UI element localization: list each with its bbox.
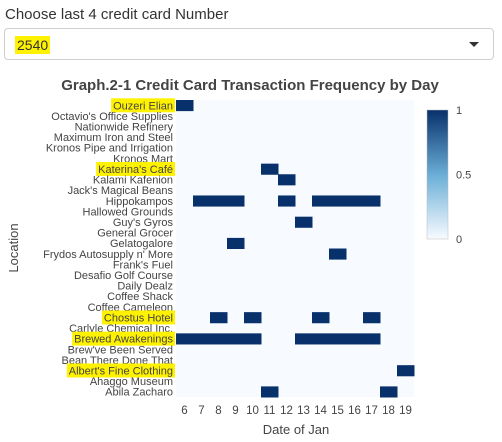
plot-area: [176, 100, 414, 397]
heatmap-cell: [278, 195, 296, 207]
x-axis-tick-labels: 6 7 8 9 10 11 12 13 14 15 16 17 18 19: [181, 405, 412, 417]
y-tick-label: Albert's Fine Clothing: [69, 365, 173, 377]
heatmap-cell: [329, 195, 347, 207]
heatmap-cell: [380, 386, 398, 398]
chart-title: Graph.2-1 Credit Card Transaction Freque…: [61, 77, 439, 94]
card-select-label: Choose last 4 credit card Number: [5, 6, 229, 23]
heatmap-cell: [329, 248, 347, 260]
label-highlight: [96, 161, 175, 176]
y-tick-label: Guy's Gyros: [113, 217, 174, 229]
heatmap-cell: [193, 195, 211, 207]
x-tick-label: 11: [264, 405, 276, 417]
caret-down-icon: [469, 42, 479, 47]
x-axis-title: Date of Jan: [263, 422, 330, 437]
y-tick-label: Brewed Awakenings: [74, 334, 173, 346]
label-highlight: [101, 310, 175, 325]
heatmap-cell: [244, 333, 262, 345]
label-highlight: [111, 98, 175, 113]
y-tick-label: Kalami Kafenion: [93, 175, 173, 187]
heatmap-cell: [261, 386, 279, 398]
y-tick-label: Gelatogalore: [110, 238, 173, 250]
x-tick-label: 19: [399, 405, 412, 417]
colorbar-tick-label: 1: [456, 105, 462, 117]
heatmap-cell: [312, 312, 330, 324]
x-tick-label: 8: [215, 405, 221, 417]
colorbar: [426, 109, 449, 240]
heatmap-cell: [193, 333, 211, 345]
y-tick-label: Daily Dealz: [117, 281, 173, 293]
y-tick-label: Kronos Pipe and Irrigation: [46, 143, 173, 155]
x-tick-label: 16: [348, 405, 361, 417]
y-tick-label: Coffee Shack: [107, 291, 173, 303]
y-tick-label: Desafio Golf Course: [74, 270, 173, 282]
x-tick-label: 18: [382, 405, 395, 417]
x-tick-label: 13: [297, 405, 310, 417]
heatmap-cell: [329, 333, 347, 345]
heatmap-cell: [227, 333, 245, 345]
y-tick-label: Frank's Fuel: [113, 259, 173, 271]
colorbar-tick-label: 0.5: [456, 170, 471, 182]
x-tick-label: 15: [331, 405, 344, 417]
x-tick-label: 10: [246, 405, 259, 417]
y-tick-label: Hippokampos: [106, 196, 174, 208]
card-number-value: 2540: [15, 36, 51, 54]
y-tick-label: Jack's Magical Beans: [68, 185, 174, 197]
y-tick-label: Frydos Autosupply n' More: [43, 249, 173, 261]
y-tick-label: Octavio's Office Supplies: [51, 111, 173, 123]
heatmap-cell: [244, 312, 262, 324]
heatmap-cell: [312, 195, 330, 207]
colorbar-ticks: 00.51: [456, 105, 471, 246]
y-tick-label: Hallowed Grounds: [83, 206, 174, 218]
y-tick-label: Brew've Been Served: [68, 344, 173, 356]
heatmap-cell: [346, 195, 364, 207]
y-tick-label: General Grocer: [97, 228, 173, 240]
heatmap-cell: [295, 333, 313, 345]
x-tick-label: 9: [232, 405, 238, 417]
y-tick-label: Abila Zacharo: [105, 387, 173, 399]
y-tick-label: Ouzeri Elian: [113, 100, 173, 112]
heatmap-cell: [295, 216, 313, 228]
heatmap-cell: [363, 333, 381, 345]
heatmap-cell: [346, 333, 364, 345]
y-tick-label: Katerina's Café: [98, 164, 173, 176]
heatmap-cell: [278, 174, 296, 186]
heatmap-cell: [363, 312, 381, 324]
label-highlight: [66, 363, 175, 378]
x-tick-label: 14: [314, 405, 327, 417]
heatmap-cell: [210, 333, 228, 345]
y-tick-label: Ahaggo Museum: [90, 376, 173, 388]
x-tick-label: 12: [280, 405, 293, 417]
y-tick-label: Maximum Iron and Steel: [54, 132, 173, 144]
heatmap-cell: [210, 312, 228, 324]
heatmap-cell: [227, 195, 245, 207]
y-tick-label: Chostus Hotel: [104, 312, 173, 324]
card-number-select[interactable]: 2540: [4, 28, 494, 60]
x-tick-label: 17: [365, 405, 378, 417]
heatmap-cell: [176, 100, 194, 112]
label-highlight: [72, 331, 175, 346]
heatmap-cell: [312, 333, 330, 345]
colorbar-tick-label: 0: [456, 234, 462, 246]
x-tick-label: 6: [181, 405, 187, 417]
heatmap-cell: [176, 333, 194, 345]
heatmap-cells: [176, 100, 415, 398]
heatmap-cell: [227, 237, 245, 249]
y-axis-title: Location: [6, 223, 21, 272]
heatmap-cell: [210, 195, 228, 207]
heatmap-cell: [261, 163, 279, 175]
y-tick-label: Nationwide Refinery: [75, 122, 174, 134]
heatmap-cell: [363, 195, 381, 207]
heatmap-cell: [397, 365, 415, 377]
x-tick-label: 7: [198, 405, 204, 417]
